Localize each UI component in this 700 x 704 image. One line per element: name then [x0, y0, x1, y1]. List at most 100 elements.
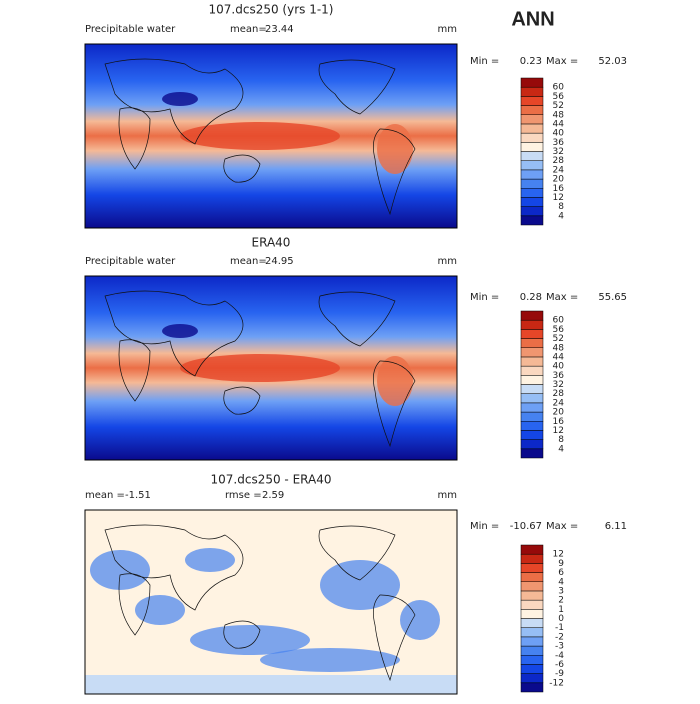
stat-value: 24.95	[265, 256, 294, 267]
colorbar-box	[520, 86, 544, 97]
bias-area	[185, 548, 235, 572]
colorbar-label: 48	[553, 343, 565, 353]
colorbar-label: 44	[553, 352, 565, 362]
colorbar-box	[520, 439, 544, 450]
coastline	[223, 386, 261, 415]
colorbar-box	[520, 590, 544, 601]
colorbar-box	[520, 215, 544, 226]
warm-pool	[180, 354, 340, 382]
coastline	[318, 59, 396, 115]
max-value: 6.11	[605, 521, 627, 532]
colorbar-label: 4	[558, 577, 564, 587]
colorbar-label: 56	[553, 325, 565, 335]
colorbar-box	[520, 206, 544, 217]
colorbar-label: 8	[558, 202, 564, 212]
bias-area	[400, 600, 440, 640]
colorbar-box	[520, 169, 544, 180]
colorbar-box	[520, 421, 544, 431]
colorbar-label: 60	[553, 83, 565, 93]
bias-area	[90, 550, 150, 590]
colorbar-label: 36	[553, 138, 565, 148]
colorbar-label: 44	[553, 119, 565, 129]
colorbar-label: -2	[555, 632, 564, 642]
min-value: -10.67	[510, 521, 542, 532]
colorbar-box	[520, 664, 544, 674]
coastline	[118, 107, 151, 170]
colorbar-box	[520, 310, 544, 321]
map-frame	[84, 43, 458, 229]
variable-label: Precipitable water	[85, 24, 176, 35]
map-frame	[84, 509, 458, 695]
colorbar-box	[520, 160, 544, 171]
colorbar-box	[520, 114, 544, 125]
colorbar-box	[520, 581, 544, 592]
colorbar-box	[520, 384, 544, 394]
max-label: Max =	[546, 521, 578, 532]
colorbar-label: 20	[553, 175, 565, 185]
colorbar-box	[520, 329, 544, 339]
variable-label: mean =	[85, 490, 125, 501]
colorbar-box	[520, 151, 544, 161]
colorbar-label: -9	[555, 669, 564, 679]
max-value: 55.65	[598, 292, 627, 303]
colorbar-box	[520, 356, 544, 367]
colorbar-label: -1	[555, 623, 564, 633]
amazon	[377, 356, 413, 406]
amazon	[377, 124, 413, 174]
units: mm	[438, 256, 457, 267]
warm-pool	[180, 122, 340, 150]
colorbar-label: 52	[553, 101, 564, 111]
max-label: Max =	[546, 292, 578, 303]
colorbar-box	[520, 411, 544, 422]
tibet	[162, 324, 198, 338]
colorbar-box	[520, 655, 544, 665]
tibet	[162, 92, 198, 106]
colorbar-label: 9	[558, 559, 564, 569]
panel-title: ERA40	[252, 236, 291, 250]
coastline	[223, 154, 261, 183]
stat2-value: 2.59	[262, 490, 284, 501]
colorbar-label: 24	[553, 165, 565, 175]
colorbar-label: 36	[553, 371, 565, 381]
panel-title: 107.dcs250 - ERA40	[211, 473, 332, 487]
colorbar-label: -4	[555, 651, 564, 661]
colorbar-box	[520, 673, 544, 684]
colorbar-label: 16	[553, 417, 565, 427]
colorbar-label: 2	[558, 596, 564, 606]
colorbar-box	[520, 618, 544, 628]
colorbar-box	[520, 402, 544, 413]
colorbar-box	[520, 448, 544, 459]
colorbar-box	[520, 188, 544, 198]
colorbar-box	[520, 142, 544, 152]
colorbar-box	[520, 553, 544, 564]
colorbar-label: 12	[553, 550, 564, 560]
colorbar-label: 24	[553, 398, 565, 408]
colorbar-label: 56	[553, 92, 565, 102]
colorbar-box	[520, 347, 544, 358]
colorbar-label: 28	[553, 156, 565, 166]
colorbar-box	[520, 563, 544, 573]
bias-area	[190, 625, 310, 655]
colorbar-box	[520, 430, 544, 440]
colorbar-box	[520, 375, 544, 385]
max-label: Max =	[546, 56, 578, 67]
colorbar-label: 60	[553, 316, 565, 326]
colorbar-box	[520, 636, 544, 647]
bias-area	[260, 648, 400, 672]
colorbar-box	[520, 123, 544, 134]
coastline	[104, 58, 244, 145]
colorbar-box	[520, 645, 544, 656]
colorbar-label: 48	[553, 110, 565, 120]
colorbar-label: 16	[553, 184, 565, 194]
colorbar-box	[520, 197, 544, 207]
colorbar-box	[520, 682, 544, 693]
colorbar-label: 12	[553, 426, 564, 436]
max-value: 52.03	[598, 56, 627, 67]
coastline	[318, 291, 396, 347]
colorbar-box	[520, 178, 544, 189]
panel-title: 107.dcs250 (yrs 1-1)	[209, 3, 334, 17]
colorbar-label: 32	[553, 380, 564, 390]
units: mm	[438, 490, 457, 501]
colorbar-label: 12	[553, 193, 564, 203]
south-band	[85, 675, 457, 694]
